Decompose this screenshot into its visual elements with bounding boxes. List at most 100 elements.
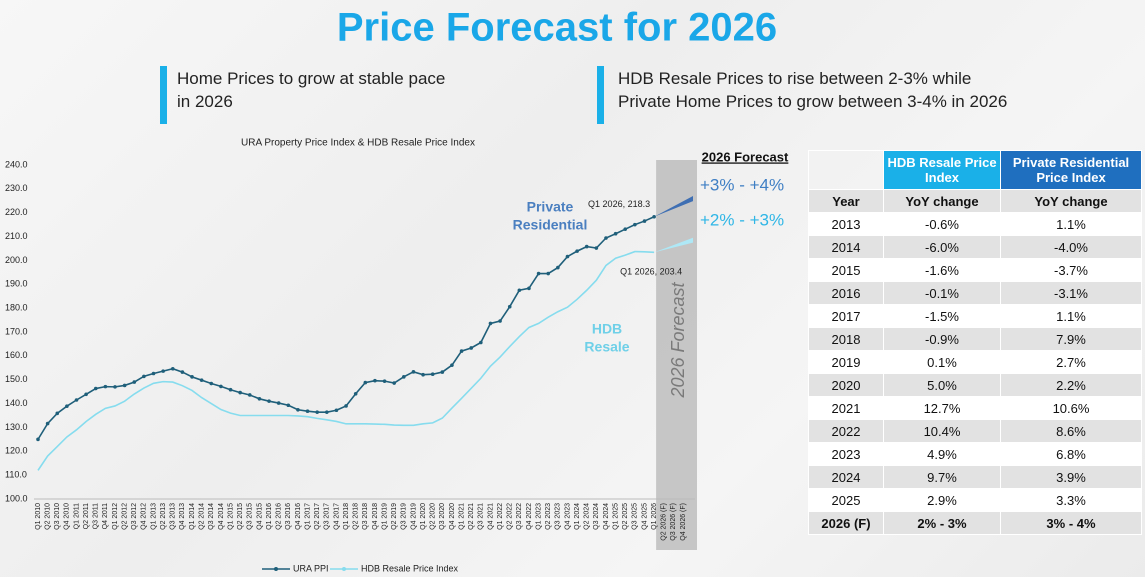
table-row: 2024 9.7% 3.9% — [808, 465, 1142, 489]
x-tick-label: Q1 2023 — [535, 503, 542, 530]
table-cell: 0.1% — [883, 350, 1001, 374]
forecast-band — [656, 160, 697, 550]
forecast-header: 2026 Forecast — [702, 149, 789, 164]
x-tick-label: Q1 2014 — [189, 503, 196, 530]
x-tick-label: Q2 2024 — [584, 503, 591, 530]
y-tick-label: 190.0 — [5, 279, 28, 289]
point — [584, 244, 589, 249]
point — [527, 286, 531, 291]
table-cell: Private Residential Price Index — [1000, 150, 1142, 190]
table-cell: 3.9% — [1000, 465, 1142, 489]
x-tick-label: Q1 2020 — [420, 503, 427, 530]
table-cell: -0.1% — [883, 281, 1001, 305]
point — [488, 321, 493, 326]
point — [190, 375, 194, 379]
point — [257, 397, 262, 401]
table-cell: 2024 — [808, 465, 884, 489]
table-cell: 2025 — [808, 488, 884, 512]
table-cell: 3.3% — [1000, 488, 1142, 512]
x-tick-label: Q2 2019 — [391, 503, 398, 530]
series-line — [37, 250, 655, 471]
point — [296, 407, 300, 412]
table-row: HDB Resale Price Index Private Residentia… — [808, 150, 1142, 190]
x-tick-label: Q4 2021 — [487, 503, 494, 530]
table-cell: 4.9% — [883, 442, 1001, 466]
x-tick-label: Q2 2026 (F) — [661, 503, 668, 541]
x-tick-label: Q3 2021 — [478, 503, 485, 530]
x-tick-label: Q4 2018 — [372, 503, 379, 530]
point — [440, 370, 445, 374]
x-tick-label: Q3 2015 — [247, 503, 254, 530]
point — [142, 374, 146, 379]
table-cell: 2023 — [808, 442, 884, 466]
point — [421, 372, 425, 377]
point — [267, 399, 271, 403]
x-tick-label: Q2 2021 — [468, 503, 475, 530]
point — [652, 214, 656, 219]
x-tick-label: Q2 2017 — [314, 503, 321, 530]
table-cell: -4.0% — [1000, 235, 1142, 259]
x-tick-label: Q1 2015 — [227, 503, 234, 530]
table-cell: YoY change — [1000, 189, 1142, 213]
point — [613, 231, 618, 236]
table-cell: -3.1% — [1000, 281, 1142, 305]
table-cell: 1.1% — [1000, 304, 1142, 328]
table-cell: 2015 — [808, 258, 884, 282]
y-tick-label: 230.0 — [5, 183, 28, 193]
x-tick-label: Q1 2012 — [112, 503, 119, 530]
x-tick-label: Q3 2019 — [401, 503, 408, 530]
table-cell: -0.9% — [883, 327, 1001, 351]
table-cell: 12.7% — [883, 396, 1001, 420]
point — [199, 378, 204, 382]
point — [402, 375, 406, 379]
y-tick-label: 130.0 — [5, 422, 28, 432]
x-tick-label: Q4 2017 — [333, 503, 340, 530]
point — [575, 249, 579, 253]
point — [459, 349, 464, 353]
table-cell: 2014 — [808, 235, 884, 259]
table-cell: 2% - 3% — [883, 511, 1001, 535]
x-tick-label: Q4 2022 — [526, 503, 533, 530]
point — [392, 381, 396, 385]
point — [65, 404, 69, 408]
table-row: 2013 -0.6% 1.1% — [808, 212, 1142, 236]
y-tick-label: 100.0 — [5, 493, 28, 503]
table-cell: 2021 — [808, 396, 884, 420]
point-label: Q1 2026, 203.4 — [620, 267, 682, 277]
x-tick-label: Q2 2022 — [507, 503, 514, 530]
table-row: 2017 -1.5% 1.1% — [808, 304, 1142, 328]
x-tick-label: Q4 2010 — [64, 503, 71, 530]
point — [315, 410, 319, 414]
point — [74, 398, 79, 402]
x-tick-label: Q2 2015 — [237, 503, 244, 530]
x-tick-label: Q3 2025 — [632, 503, 639, 530]
x-tick-label: Q4 2020 — [449, 503, 456, 530]
table-cell: 10.6% — [1000, 396, 1142, 420]
point — [536, 271, 541, 276]
point — [411, 370, 416, 374]
table-row: 2026 (F) 2% - 3% 3% - 4% — [808, 511, 1142, 535]
point — [286, 403, 291, 408]
table-cell: -6.0% — [883, 235, 1001, 259]
y-tick-label: 150.0 — [5, 374, 28, 384]
point — [623, 227, 628, 231]
x-tick-label: Q3 2022 — [516, 503, 523, 530]
x-tick-label: Q2 2023 — [545, 503, 552, 530]
highlight-line: Private Home Prices to grow between 3-4%… — [618, 92, 1008, 111]
point — [228, 387, 233, 392]
table-cell: -0.6% — [883, 212, 1001, 236]
point — [45, 421, 50, 426]
table-row: 2019 0.1% 2.7% — [808, 350, 1142, 374]
point — [276, 401, 281, 405]
point — [450, 363, 454, 367]
point — [113, 385, 117, 389]
table-cell: 2022 — [808, 419, 884, 443]
x-tick-label: Q3 2023 — [555, 503, 562, 530]
point — [55, 411, 60, 416]
table-row: 2021 12.7% 10.6% — [808, 396, 1142, 420]
table-row: 2015 -1.6% -3.7% — [808, 258, 1142, 282]
point — [247, 393, 252, 397]
point — [382, 379, 387, 383]
forecast-band-label: +2% - +3% — [700, 210, 784, 229]
x-tick-label: Q1 2013 — [150, 503, 157, 530]
